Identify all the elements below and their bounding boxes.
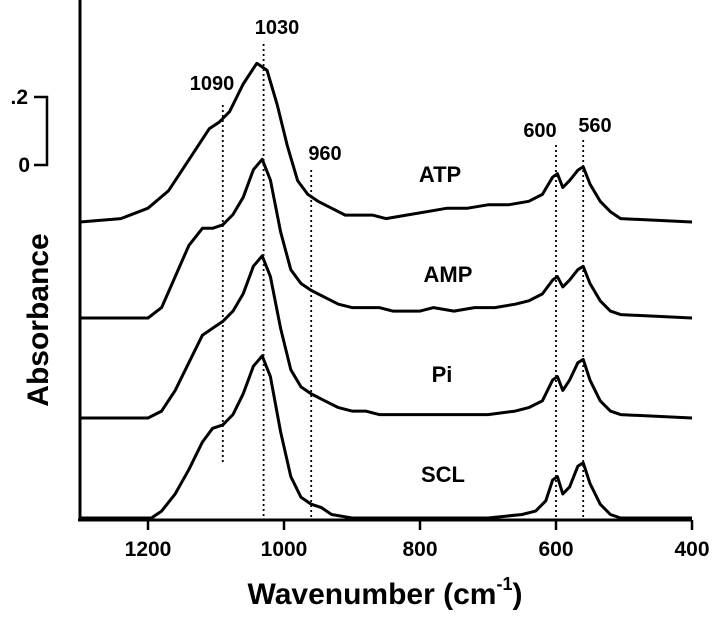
peak-label-1090: 1090 [190,73,235,95]
series-line-scl [80,354,692,520]
peak-label-960: 960 [308,143,341,165]
x-axis-title: Wavenumber (cm-1) [248,574,523,611]
x-tick-label-1200: 1200 [125,538,172,561]
scale-bar-top-label: .2 [10,86,28,109]
peak-labels: 1090 1030 960 600 560 [190,17,612,165]
peak-label-1030: 1030 [255,17,300,39]
x-axis-title-suffix: ) [512,578,522,611]
series-label-atp: ATP [419,162,461,187]
peak-label-560: 560 [578,115,611,137]
series-line-atp [79,61,693,224]
y-axis-title: Absorbance [22,233,55,406]
series-label-scl: SCL [421,462,465,487]
series-line-amp [80,157,693,320]
series-label-pi: Pi [432,362,453,387]
peak-marker-lines [221,44,585,520]
series-lines [79,61,693,520]
series-label-amp: AMP [424,262,473,287]
series-labels: ATP AMP Pi SCL [419,162,473,487]
x-tick-label-800: 800 [402,538,437,561]
x-axis-title-superscript: -1 [496,574,512,594]
x-tick-label-600: 600 [538,538,573,561]
series-line-pi [80,254,693,420]
peak-label-600: 600 [523,120,556,142]
x-tick-label-1000: 1000 [261,538,308,561]
absorbance-scale-bar: .2 0 [10,86,49,177]
x-tick-label-400: 400 [674,538,709,561]
x-axis-title-main: Wavenumber (cm [248,578,497,611]
x-axis-ticks: 1200 1000 800 600 400 [125,520,710,561]
scale-bar-bottom-label: 0 [18,154,30,177]
